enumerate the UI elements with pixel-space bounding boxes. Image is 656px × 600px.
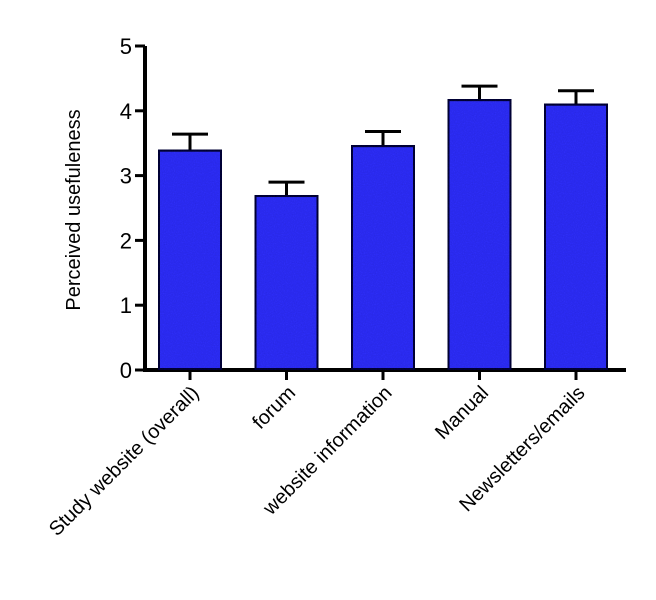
bar [445,97,514,373]
y-tick-label: 1 [120,293,132,318]
x-tick-label: Manual [431,382,493,444]
y-tick-label: 3 [120,164,132,189]
y-axis-ticks: 0 1 2 3 4 5 [120,34,145,383]
chart-error-bars [172,84,594,196]
bar [542,101,610,372]
y-tick-label: 0 [120,358,132,383]
y-tick-label: 2 [120,228,132,253]
bar [252,193,321,372]
y-tick-label: 5 [120,34,132,59]
bar [349,143,417,372]
bar [156,147,224,372]
y-tick-label: 4 [120,99,132,124]
y-axis-label: Perceived usefuleness [63,109,85,310]
x-tick-label: forum [248,382,300,434]
chart-bars [156,97,610,373]
x-tick-label: Study website (overall) [45,382,204,541]
